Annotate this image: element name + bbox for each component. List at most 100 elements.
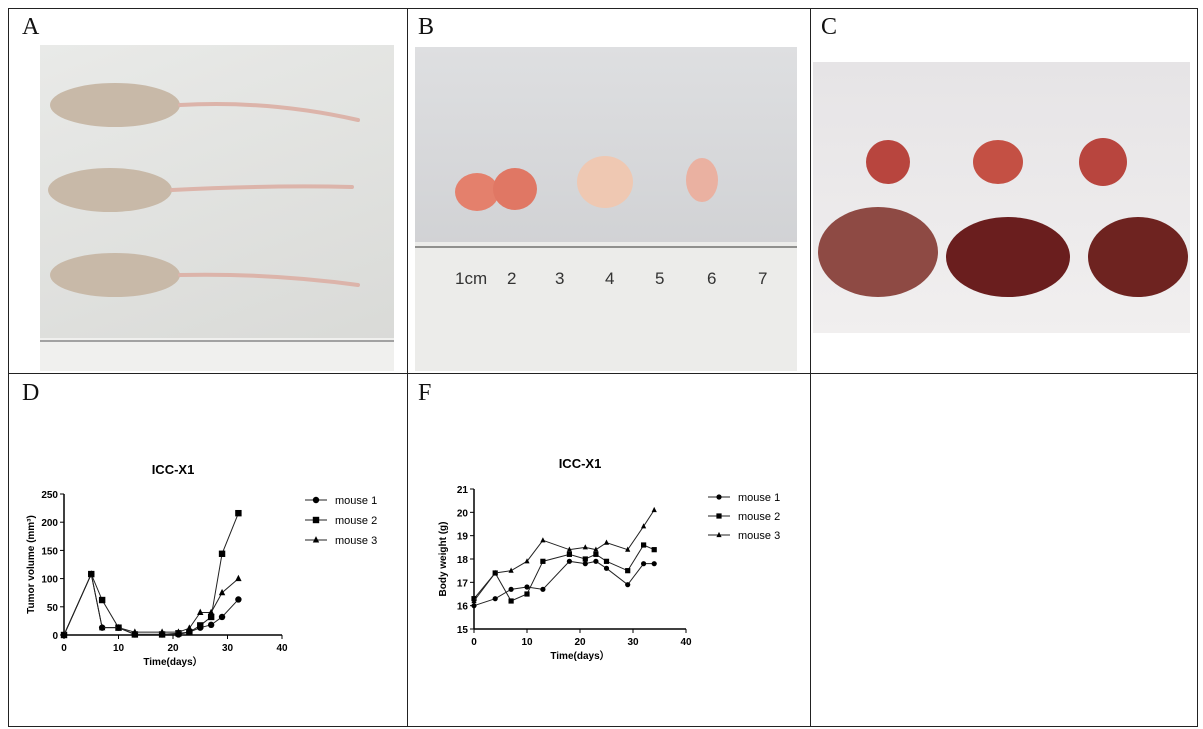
ruler-label: 1cm	[455, 269, 488, 288]
organs-photo	[813, 62, 1190, 333]
data-point-circle	[603, 565, 610, 571]
series-line-mouse-3	[63, 572, 239, 636]
chart-title: ICC-X1	[152, 462, 195, 477]
x-tick-label: 30	[222, 643, 234, 654]
data-point-square	[540, 558, 546, 564]
x-axis-label: Time(days）	[143, 655, 202, 668]
y-axis-label: Tumor volume (mm³)	[26, 515, 37, 614]
data-point-triangle	[312, 536, 320, 543]
data-point-triangle	[540, 537, 546, 543]
data-point-triangle	[651, 506, 657, 513]
data-point-square	[218, 550, 226, 557]
data-point-triangle	[471, 597, 477, 604]
tumor-volume-chart: ICC-X1 0 10 20 30 40 0 50 100 150 200 250 Time(days）…	[26, 462, 377, 668]
data-point-circle	[651, 561, 657, 567]
body-weight-chart: ICC-X1 0 10 20 30 40 15 16 17 18 19 20 21 Time(days） B…	[438, 456, 780, 662]
legend-label: mouse 1	[738, 492, 780, 504]
data-point-circle	[207, 621, 215, 629]
y-tick-label: 17	[457, 578, 469, 589]
data-point-triangle	[131, 628, 139, 635]
data-point-circle	[218, 613, 226, 621]
ruler-label: 4	[605, 269, 615, 288]
x-tick-label: 40	[680, 637, 692, 648]
data-point-circle	[582, 561, 588, 567]
data-point-circle	[471, 603, 477, 609]
data-point-square	[312, 516, 320, 524]
x-tick-label: 0	[61, 643, 67, 654]
data-point-triangle	[115, 623, 122, 631]
y-tick-label: 20	[457, 508, 469, 519]
y-tick-label: 0	[52, 631, 58, 642]
data-point-triangle	[207, 608, 215, 615]
legend-label: mouse 3	[738, 530, 780, 542]
data-point-triangle	[158, 628, 166, 635]
data-point-square	[625, 568, 631, 574]
data-point-circle	[235, 596, 242, 603]
x-tick-label: 20	[167, 643, 179, 654]
y-tick-label: 19	[457, 532, 469, 543]
y-tick-label: 250	[41, 490, 58, 501]
data-point-triangle	[60, 631, 68, 638]
data-point-square	[716, 513, 722, 519]
data-point-triangle	[566, 546, 572, 552]
data-point-circle	[540, 586, 546, 592]
data-point-square	[197, 622, 204, 629]
data-point-circle	[625, 582, 631, 588]
data-point-square	[98, 596, 106, 604]
data-point-circle	[641, 561, 647, 567]
data-point-triangle	[218, 588, 226, 596]
data-point-square	[651, 547, 657, 553]
mice-photo	[40, 45, 394, 371]
panel-label-c: C	[821, 14, 838, 40]
data-point-square	[593, 551, 599, 557]
data-point-triangle	[508, 567, 514, 573]
legend-label: mouse 2	[335, 515, 377, 527]
data-point-triangle	[175, 628, 182, 635]
y-axis-label: Body weight (g)	[438, 522, 449, 597]
data-point-triangle	[98, 623, 106, 631]
data-point-circle	[492, 596, 498, 602]
data-point-triangle	[641, 523, 647, 529]
y-tick-label: 15	[457, 625, 469, 636]
x-tick-label: 10	[113, 643, 125, 654]
data-point-triangle	[524, 558, 530, 564]
y-tick-label: 21	[457, 485, 469, 496]
x-tick-label: 40	[276, 643, 288, 654]
ruler-label: 5	[655, 269, 665, 288]
legend-label: mouse 1	[335, 495, 377, 507]
data-point-square	[566, 551, 572, 557]
data-point-circle	[508, 586, 514, 592]
x-tick-label: 30	[627, 637, 639, 648]
data-point-square	[186, 628, 193, 636]
y-tick-label: 150	[41, 546, 58, 557]
chart-title: ICC-X1	[559, 456, 602, 471]
panel-empty	[810, 373, 1198, 727]
data-point-square	[603, 558, 610, 564]
legend-label: mouse 2	[738, 511, 780, 523]
y-tick-label: 16	[457, 602, 469, 613]
ruler-label: 6	[707, 269, 717, 288]
y-tick-label: 100	[41, 575, 58, 586]
data-point-triangle	[235, 574, 242, 582]
data-point-square	[235, 509, 242, 517]
data-point-square	[524, 591, 530, 597]
data-point-triangle	[88, 570, 95, 577]
ruler-label: 7	[758, 269, 768, 288]
y-tick-label: 50	[47, 603, 59, 614]
series-line-mouse-3	[473, 509, 655, 602]
series-line-mouse-1	[473, 560, 655, 607]
data-point-circle	[716, 494, 722, 500]
panel-label-f: F	[418, 380, 432, 406]
x-tick-label: 20	[574, 637, 586, 648]
series-line-mouse-2	[473, 544, 655, 602]
ruler-label: 3	[555, 269, 565, 288]
data-point-triangle	[197, 608, 204, 615]
tumors-photo: 1cm 2 3 4 5 6 7	[415, 47, 797, 371]
data-point-square	[207, 613, 215, 621]
panel-label-a: A	[22, 14, 40, 40]
data-point-circle	[593, 558, 599, 564]
data-point-square	[508, 598, 514, 604]
data-point-triangle	[603, 539, 610, 545]
ruler-label: 2	[507, 269, 517, 288]
data-point-triangle	[492, 569, 498, 576]
